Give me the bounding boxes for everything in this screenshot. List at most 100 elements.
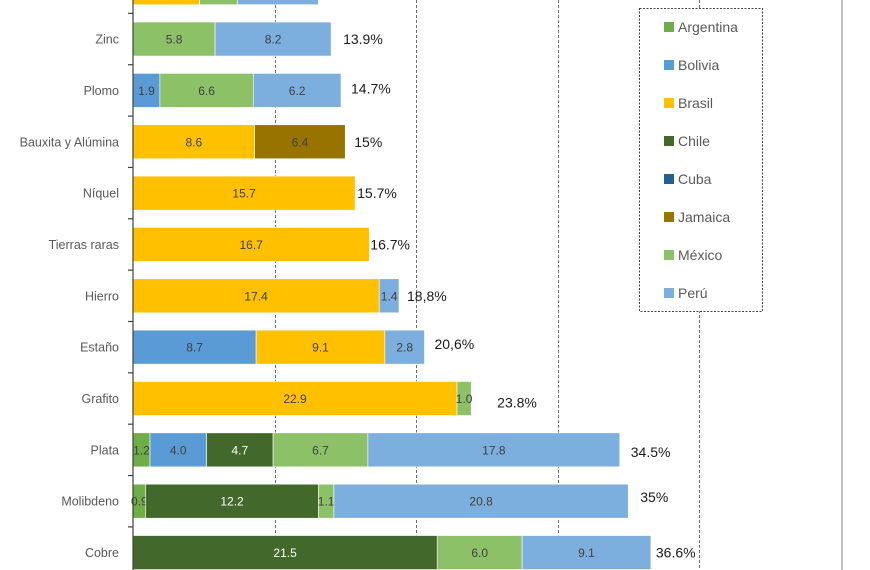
bar-segment-brasil [132,227,370,262]
data-label: 4.7 [231,443,248,457]
data-label: 12.2 [220,495,244,509]
data-label: 21.5 [273,546,297,560]
data-label: 17.4 [244,289,268,303]
category-label: Zinc [95,33,119,47]
category-label: Plomo [84,84,119,98]
bar-segment-brasil [132,124,255,160]
bar-segment-brasil [132,175,356,211]
data-label: 8.7 [186,341,203,355]
category-label: Cobre [85,546,119,560]
bar-segment-peru [367,432,621,468]
bar-segment-peru [521,535,652,570]
legend-swatch [664,22,674,32]
total-label: 16.7% [370,236,410,252]
data-label: 1.9 [138,84,155,98]
bar-segment-peru [252,73,342,108]
bar-segment-peru [384,329,425,365]
bar-segment-chile [206,432,274,468]
data-label: 8.6 [186,135,203,149]
bar-segment-peru [378,278,400,314]
legend-item: Jamaica [664,209,730,225]
bar-row: 16.7 16.7% [132,227,410,262]
bar-segment-jamaica [254,124,346,160]
category-label: Hierro [85,289,119,303]
bar-row [132,0,319,6]
data-label: 1.0 [456,392,473,406]
data-label: 6.6 [198,84,215,98]
data-label: 6.4 [292,135,309,149]
legend: Argentina Bolivia Brasil Chile Cuba Jamaica Mé… [639,8,763,312]
bar-segment-peru [237,0,319,6]
bar-segment-brasil [132,381,458,416]
data-label: 9.1 [578,546,595,560]
data-label: 2.8 [396,341,413,355]
total-label: 34.5% [631,444,671,460]
bar-segment-chile [145,483,319,519]
legend-swatch [664,174,674,184]
data-label: 15.7 [232,187,256,201]
legend-item: Chile [664,133,710,149]
bar-segment-bolivia [132,73,161,108]
bar-segment-mexico [456,381,472,416]
data-label: 9.1 [312,341,329,355]
data-label: 6.7 [312,443,329,457]
legend-item: Bolivia [664,57,719,73]
total-label: 15% [354,134,382,150]
legend-label: Bolivia [678,57,719,73]
data-label: 20.8 [469,495,493,509]
legend-item: Argentina [664,19,738,35]
data-label: 1.1 [318,495,335,509]
bar-row: 1.9 6.6 6.2 14.7% [132,73,391,108]
bar-segment-mexico [132,21,216,57]
total-label: 13.9% [343,31,383,47]
data-label: 5.8 [166,33,183,47]
legend-swatch [664,60,674,70]
category-label: Estaño [80,341,119,355]
total-label: 20,6% [434,336,474,352]
legend-swatch [664,98,674,108]
total-label: 35% [640,489,668,505]
total-label: 36.6% [656,545,696,561]
legend-item: Cuba [664,171,712,187]
total-label: 14.7% [351,80,391,96]
legend-box [639,8,763,312]
legend-item: Perú [664,285,708,301]
legend-label: Argentina [678,19,738,35]
data-label: 22.9 [283,392,307,406]
legend-item: Brasil [664,95,713,111]
bar-segment-peru [333,483,629,519]
bar-segment-brasil [132,278,380,314]
legend-label: Chile [678,133,710,149]
bar-row: 8.6 6.4 15% [132,124,382,160]
bar-segment-peru [214,21,332,57]
bar-row: 21.5 6.0 9.1 36.6% [132,535,696,570]
legend-swatch [664,288,674,298]
bars: 5.8 8.2 13.9% 1.9 6.6 6.2 14.7% 8.6 6.4 15% 15.7 15… [131,0,696,570]
legend-swatch [664,136,674,146]
bar-row: 17.4 1.4 18,8% [132,278,447,314]
category-label: Níquel [83,187,119,201]
category-label: Tierras raras [49,238,119,252]
bar-segment-mexico [199,0,239,6]
legend-label: Perú [678,285,708,301]
data-label: 1.4 [381,289,398,303]
bar-segment-mexico [272,432,369,468]
legend-label: Brasil [678,95,713,111]
total-label: 23.8% [497,395,537,411]
data-label: 0.9 [131,495,148,509]
data-label: 6.2 [289,84,306,98]
bar-segment-bolivia [149,432,207,468]
data-label: 6.0 [471,546,488,560]
total-label: 18,8% [407,288,447,304]
bar-row: 1.2 4.0 4.7 6.7 17.8 34.5% [132,432,671,468]
data-label: 8.2 [265,33,282,47]
legend-label: México [678,247,723,263]
category-label: Grafito [81,392,119,406]
bar-segment-brasil [255,329,386,365]
bar-row: 22.9 1.0 23.8% [132,381,537,416]
category-axis: Zinc Plomo Bauxita y Alúmina Níquel Tierras … [20,0,134,570]
bar-row: 8.7 9.1 2.8 20,6% [132,329,474,365]
bar-segment-bolivia [132,329,257,365]
bar-row: 5.8 8.2 13.9% [132,21,383,57]
